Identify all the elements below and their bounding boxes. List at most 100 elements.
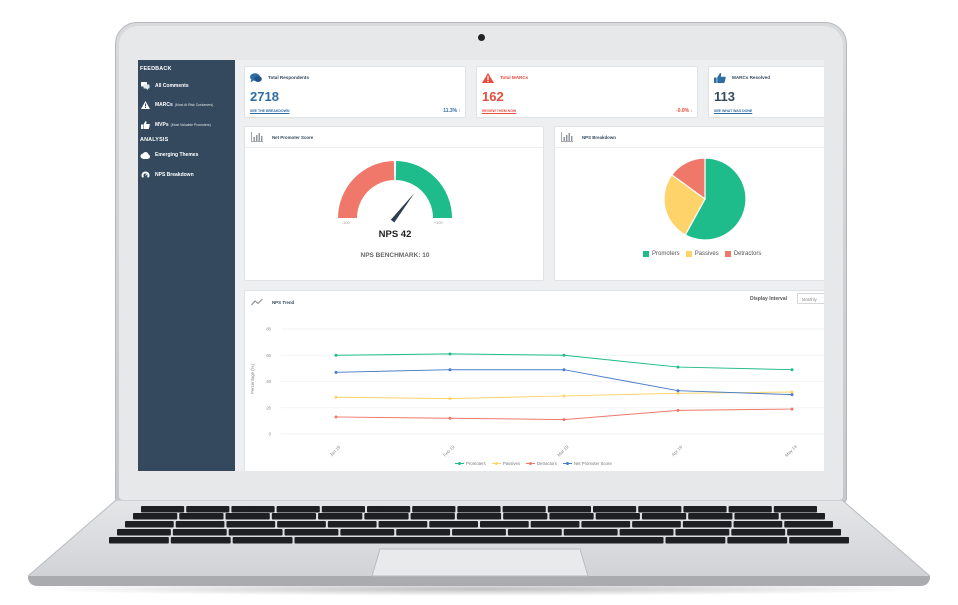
kpi-change: -0.0% ↓ bbox=[676, 108, 693, 114]
sidebar-item-mvps[interactable]: MVPs (Most Valuable Promoters) bbox=[138, 115, 235, 135]
display-interval-label: Display Interval bbox=[750, 296, 787, 302]
key bbox=[787, 529, 841, 536]
data-point[interactable] bbox=[790, 368, 794, 372]
key bbox=[502, 506, 546, 513]
nps-trend-chart: Percentage (%) 0 20 40 60 80 Jan 19 Feb 19 Mar … bbox=[250, 327, 824, 458]
key bbox=[228, 529, 283, 536]
legend-label: Promoters bbox=[466, 461, 486, 466]
legend-line bbox=[562, 461, 572, 465]
gauge-positive-arc bbox=[395, 161, 452, 218]
sidebar-item-label: MVPs bbox=[155, 121, 169, 128]
key bbox=[638, 506, 682, 513]
data-point[interactable] bbox=[676, 391, 680, 395]
panel-header: Net Promoter Score bbox=[251, 132, 313, 142]
y-tick-label: 0 bbox=[269, 432, 272, 437]
see-breakdown-link[interactable]: SEE THE BREAKDOWN bbox=[250, 109, 290, 113]
sidebar-item-nps-breakdown[interactable]: NPS Breakdown bbox=[138, 165, 235, 185]
key bbox=[125, 521, 174, 528]
legend-line bbox=[526, 461, 536, 465]
data-point[interactable] bbox=[334, 395, 338, 399]
pie-slice-passives bbox=[663, 174, 706, 236]
key bbox=[175, 521, 225, 528]
key bbox=[549, 513, 594, 520]
key bbox=[271, 513, 317, 520]
data-point[interactable] bbox=[562, 368, 566, 372]
legend-item-promoters: Promoters bbox=[643, 251, 680, 257]
legend-line bbox=[455, 461, 464, 465]
key bbox=[675, 529, 730, 536]
trend-line-icon bbox=[251, 297, 263, 307]
data-point[interactable] bbox=[334, 415, 338, 419]
key bbox=[429, 521, 478, 528]
dashboard-icon bbox=[140, 170, 150, 179]
data-point[interactable] bbox=[448, 368, 452, 372]
panel-divider bbox=[245, 147, 543, 148]
data-point[interactable] bbox=[448, 352, 452, 356]
data-point[interactable] bbox=[676, 365, 680, 369]
comments-icon bbox=[249, 72, 262, 83]
legend-swatch bbox=[724, 251, 731, 257]
legend-label: Promoters bbox=[652, 251, 680, 257]
data-point[interactable] bbox=[562, 418, 566, 422]
key bbox=[632, 521, 681, 528]
data-point[interactable] bbox=[334, 370, 338, 374]
data-point[interactable] bbox=[790, 407, 794, 411]
pie-slice-detractors bbox=[670, 157, 706, 201]
data-point[interactable] bbox=[448, 416, 452, 420]
key bbox=[186, 506, 230, 513]
key bbox=[665, 537, 726, 544]
x-tick-label: Jan 19 bbox=[329, 444, 342, 457]
key bbox=[641, 513, 687, 520]
key bbox=[507, 529, 562, 536]
x-tick-label: Feb 19 bbox=[442, 444, 456, 458]
kpi-card-total-respondents: Total Respondents 2718 SEE THE BREAKDOWN… bbox=[244, 66, 466, 118]
legend-line bbox=[491, 461, 501, 465]
sidebar-item-label: All Comments bbox=[155, 82, 189, 89]
display-interval-select[interactable]: Monthly bbox=[797, 293, 824, 304]
legend-swatch bbox=[685, 251, 692, 257]
trackpad[interactable] bbox=[371, 548, 589, 577]
legend-swatch bbox=[643, 251, 649, 257]
warning-icon bbox=[481, 72, 494, 83]
key bbox=[683, 506, 727, 513]
key bbox=[784, 521, 833, 528]
data-point[interactable] bbox=[562, 394, 566, 398]
sidebar-item-marcs[interactable]: MARCs (Most At Risk Customers) bbox=[138, 96, 235, 116]
key bbox=[682, 521, 732, 528]
pie-slice-promoters bbox=[684, 157, 747, 241]
legend-label: Passives bbox=[694, 251, 719, 257]
kpi-value: 162 bbox=[482, 89, 504, 104]
x-tick-label: Mar 19 bbox=[556, 444, 570, 458]
panel-title: NPS Trend bbox=[272, 299, 295, 305]
sidebar-item-label: MARCs bbox=[155, 102, 173, 109]
x-tick-label: May 19 bbox=[784, 444, 798, 458]
data-point[interactable] bbox=[562, 353, 566, 357]
key bbox=[547, 506, 591, 513]
panel-divider bbox=[555, 147, 824, 148]
see-what-was-done-link[interactable]: SEE WHAT WAS DONE bbox=[714, 109, 753, 113]
y-tick-label: 80 bbox=[266, 327, 271, 332]
kpi-title: MARCs Resolved bbox=[732, 75, 771, 80]
sidebar-item-sublabel: (Most At Risk Customers) bbox=[174, 103, 214, 108]
key bbox=[378, 521, 428, 528]
key bbox=[226, 521, 276, 528]
sidebar-item-all-comments[interactable]: All Comments bbox=[138, 76, 235, 96]
data-point[interactable] bbox=[790, 393, 794, 397]
nps-pie-chart bbox=[663, 157, 747, 241]
data-point[interactable] bbox=[790, 390, 794, 394]
data-point[interactable] bbox=[448, 397, 452, 401]
sidebar-section-title: FEEDBACK bbox=[140, 66, 172, 72]
data-point[interactable] bbox=[676, 389, 680, 393]
data-point[interactable] bbox=[334, 353, 338, 357]
key bbox=[480, 521, 529, 528]
review-now-link[interactable]: REVIEW THEM NOW bbox=[482, 109, 517, 113]
screen: FEEDBACK All Comments MARCs (Most At Ris… bbox=[138, 60, 824, 471]
kpi-value: 113 bbox=[714, 89, 735, 104]
key bbox=[452, 529, 506, 536]
key bbox=[172, 529, 227, 536]
data-point[interactable] bbox=[676, 408, 680, 412]
key bbox=[141, 506, 185, 513]
sidebar-section-analysis: ANALYSIS Emerging Themes NPS Breakdown bbox=[138, 135, 235, 185]
sidebar-item-emerging-themes[interactable]: Emerging Themes bbox=[138, 146, 235, 166]
gauge-negative-arc bbox=[338, 161, 395, 218]
